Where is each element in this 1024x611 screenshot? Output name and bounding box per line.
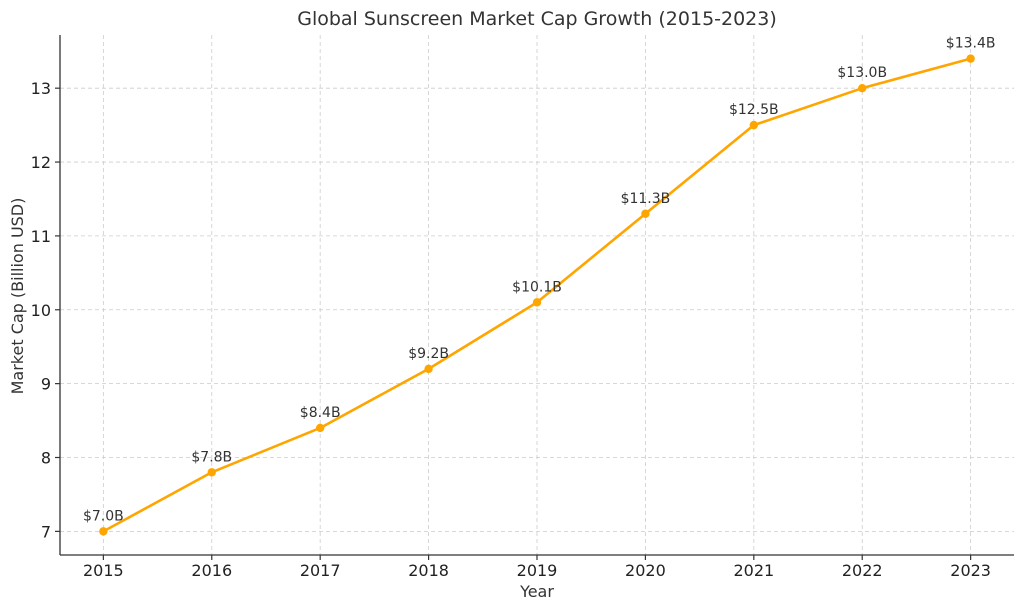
y-axis-label: Market Cap (Billion USD) [8,198,27,395]
data-point [99,527,108,536]
x-tick-label: 2018 [408,561,449,580]
data-point [315,423,325,433]
x-tick-label: 2020 [625,561,666,580]
y-tick-label: 10 [31,301,51,320]
x-tick-label: 2016 [191,561,232,580]
data-point [966,54,975,63]
y-tick-label: 12 [31,153,51,172]
data-point [641,209,650,218]
data-point [424,364,433,374]
axes: 2015 2016 2017 2018 2019 2020 2021 2022 2023 7 8 9 1… [31,35,1014,580]
x-tick-label: 2019 [517,561,558,580]
grid [60,35,1014,555]
data-label: $8.4B [300,405,341,421]
data-label: $13.0B [837,65,887,81]
x-tick-label: 2022 [842,561,883,580]
x-tick-label: 2015 [83,561,124,580]
data-point [749,120,759,130]
x-axis-label: Year [519,582,554,601]
y-tick-label: 8 [41,449,51,468]
x-tick-label: 2021 [733,561,774,580]
data-label: $7.0B [83,508,124,524]
data-point [858,83,867,93]
data-label: $10.1B [512,279,562,295]
y-tick-label: 11 [31,227,51,246]
series [99,54,975,536]
data-label: $12.5B [729,102,779,118]
y-tick-label: 13 [31,79,51,98]
data-label: $7.8B [191,449,232,465]
x-tick-label: 2017 [300,561,341,580]
data-labels: $7.0B $7.8B $8.4B $9.2B $10.1B $11.3B $12.5B $1… [83,36,996,525]
data-point [532,298,542,307]
y-tick-label: 9 [41,375,51,394]
x-tick-label: 2023 [950,561,991,580]
data-label: $11.3B [621,191,671,207]
data-point [207,468,216,477]
y-tick-label: 7 [41,522,51,541]
data-label: $9.2B [408,346,449,362]
chart-title: Global Sunscreen Market Cap Growth (2015… [297,8,777,30]
data-label: $13.4B [946,36,996,52]
